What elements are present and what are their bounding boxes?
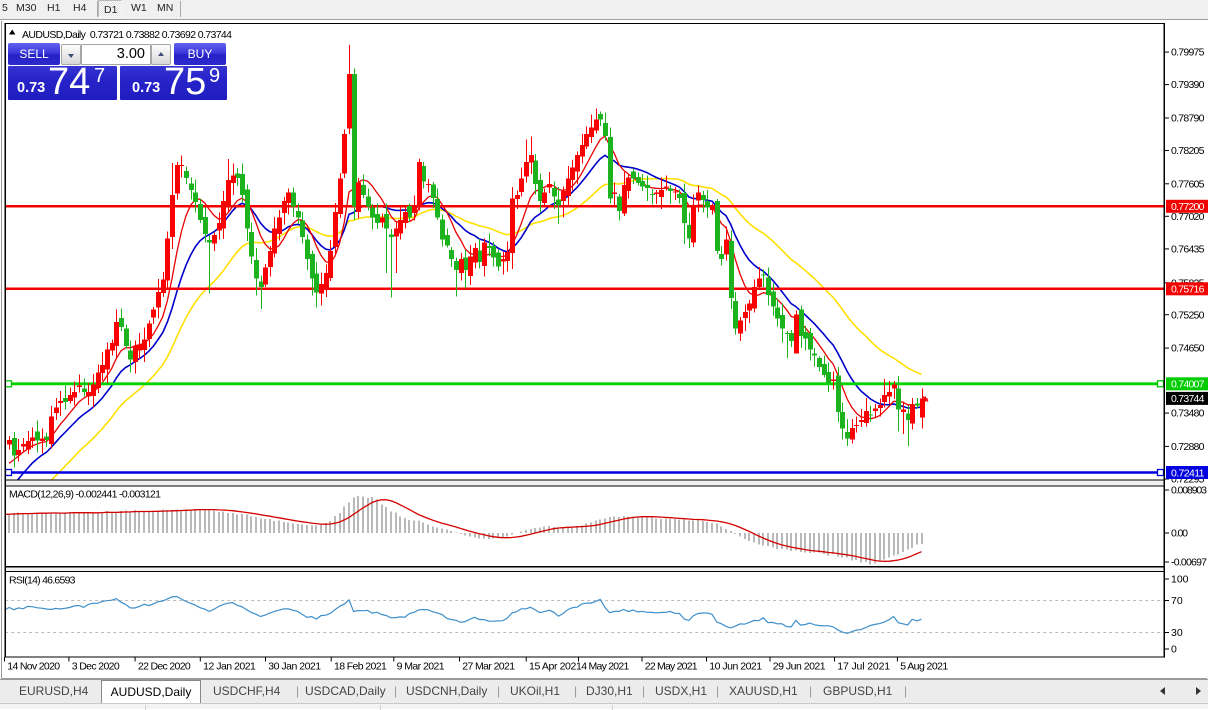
svg-text:0.79975: 0.79975 [1171,47,1205,59]
svg-text:27 Mar 2021: 27 Mar 2021 [462,661,515,673]
svg-text:0.74650: 0.74650 [1171,343,1205,355]
svg-text:0.73744: 0.73744 [1171,393,1205,405]
svg-text:0.72880: 0.72880 [1171,441,1205,453]
svg-text:30 Jan 2021: 30 Jan 2021 [268,661,321,673]
svg-text:100: 100 [1171,574,1189,586]
svg-text:0.79390: 0.79390 [1171,79,1205,91]
svg-text:22 May 2021: 22 May 2021 [645,661,698,673]
svg-text:0.77605: 0.77605 [1171,178,1205,190]
svg-text:0.78205: 0.78205 [1171,145,1205,157]
svg-text:0.76435: 0.76435 [1171,244,1205,256]
svg-text:14 Nov 2020: 14 Nov 2020 [7,661,60,673]
svg-text:0.78790: 0.78790 [1171,113,1205,125]
svg-text:18 Feb 2021: 18 Feb 2021 [334,661,387,673]
svg-text:4 May 2021: 4 May 2021 [581,661,629,673]
svg-text:RSI(14) 46.6593: RSI(14) 46.6593 [9,575,76,587]
svg-text:22 Dec 2020: 22 Dec 2020 [138,661,191,673]
svg-text:0.75250: 0.75250 [1171,309,1205,321]
svg-text:10 Jun 2021: 10 Jun 2021 [709,661,762,673]
svg-text:9 Mar 2021: 9 Mar 2021 [397,661,445,673]
svg-text:0: 0 [1171,644,1177,656]
svg-text:0.008903: 0.008903 [1171,485,1207,497]
svg-text:MACD(12,26,9) -0.002441 -0.003: MACD(12,26,9) -0.002441 -0.003121 [9,489,161,501]
svg-text:0.77200: 0.77200 [1171,201,1205,213]
svg-text:5 Aug 2021: 5 Aug 2021 [900,661,948,673]
svg-text:0.74007: 0.74007 [1171,379,1205,391]
svg-text:15 Apr 2021: 15 Apr 2021 [529,661,582,673]
svg-text:0.00: 0.00 [1171,528,1188,540]
svg-text:29 Jun 2021: 29 Jun 2021 [773,661,826,673]
svg-text:70: 70 [1171,595,1183,607]
svg-text:3 Dec 2020: 3 Dec 2020 [72,661,120,673]
svg-text:-0.00697: -0.00697 [1171,557,1207,569]
svg-text:30: 30 [1171,627,1183,639]
svg-text:0.72411: 0.72411 [1171,467,1205,479]
svg-text:AUDUSD,Daily 0.73721 0.73882: AUDUSD,Daily 0.73721 0.73882 0.73692 0.7… [22,29,232,41]
svg-text:0.75716: 0.75716 [1171,284,1205,296]
svg-text:0.77020: 0.77020 [1171,211,1205,223]
svg-text:0.73480: 0.73480 [1171,408,1205,420]
svg-text:17 Jul 2021: 17 Jul 2021 [837,661,890,673]
svg-text:12 Jan 2021: 12 Jan 2021 [203,661,256,673]
